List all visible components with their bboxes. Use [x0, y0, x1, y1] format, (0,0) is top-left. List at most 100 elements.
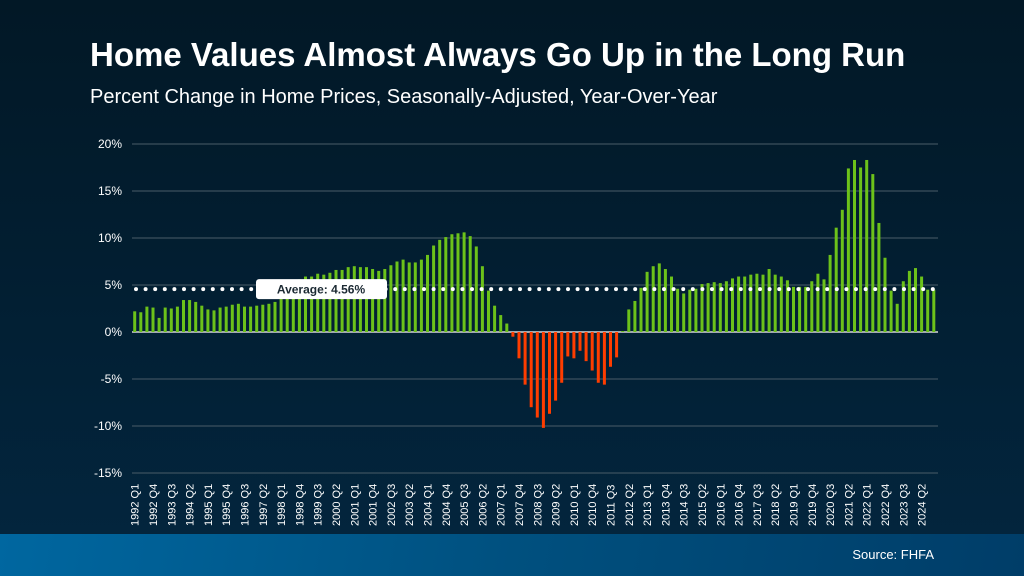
y-tick-label: 5%	[105, 278, 123, 292]
x-tick-label: 1993 Q3	[166, 484, 178, 526]
bar	[883, 257, 887, 332]
y-tick-label: -15%	[94, 466, 122, 480]
bar	[304, 276, 307, 332]
bar	[377, 270, 381, 332]
bar	[914, 268, 917, 332]
bar	[804, 286, 808, 332]
bar	[291, 292, 295, 332]
bar	[261, 304, 265, 332]
bar	[798, 286, 802, 332]
bar	[438, 239, 442, 332]
x-tick-label: 1996 Q3	[240, 484, 252, 526]
bar	[749, 274, 753, 332]
bar	[602, 332, 606, 385]
bar	[487, 290, 490, 332]
x-tick-label: 2022 Q1	[862, 484, 874, 526]
bar	[877, 222, 881, 332]
bar	[456, 233, 460, 332]
bar	[572, 332, 576, 359]
x-tick-label: 2013 Q4	[660, 484, 672, 526]
chart-title: Home Values Almost Always Go Up in the L…	[90, 36, 906, 73]
bar	[334, 269, 338, 332]
bar	[273, 301, 277, 332]
y-tick-label: 20%	[98, 137, 122, 151]
bar	[505, 323, 509, 332]
bar	[779, 276, 783, 332]
x-tick-label: 2022 Q4	[880, 484, 892, 526]
bar	[444, 237, 448, 332]
average-label: Average: 4.56%	[277, 283, 366, 297]
bar	[895, 303, 899, 332]
x-tick-label: 2010 Q4	[587, 484, 599, 526]
x-tick-label: 2019 Q4	[807, 484, 819, 526]
bar	[865, 159, 869, 332]
bar	[365, 267, 368, 332]
bar	[389, 265, 393, 332]
bar	[267, 303, 271, 332]
bar	[670, 276, 673, 332]
x-tick-label: 2021 Q2	[843, 484, 855, 526]
bar	[163, 307, 167, 332]
bar	[517, 332, 521, 359]
x-tick-label: 2000 Q2	[331, 484, 343, 526]
bar	[529, 332, 533, 408]
x-tick-label: 2010 Q1	[569, 484, 581, 526]
bar	[596, 332, 600, 383]
bar	[755, 273, 759, 332]
bar	[846, 168, 850, 332]
x-tick-label: 2006 Q2	[477, 484, 489, 526]
x-tick-label: 2001 Q1	[349, 484, 361, 526]
x-tick-label: 2007 Q4	[514, 484, 526, 526]
bar	[926, 289, 930, 332]
bar	[700, 284, 704, 332]
bar	[590, 332, 594, 371]
bar	[169, 308, 173, 332]
bar	[145, 306, 149, 332]
bar	[175, 306, 179, 332]
bar	[139, 312, 143, 332]
bar	[743, 276, 747, 332]
bar	[810, 281, 814, 332]
bar	[645, 271, 649, 332]
bar	[584, 332, 588, 362]
bar	[243, 306, 246, 332]
bar	[328, 272, 332, 332]
bar	[785, 280, 789, 332]
bar	[706, 283, 710, 332]
bar	[712, 282, 716, 332]
bar	[822, 279, 826, 332]
bar	[426, 254, 429, 332]
bar	[523, 332, 527, 385]
bar	[871, 174, 875, 332]
x-tick-label: 2016 Q4	[734, 484, 746, 526]
x-tick-label: 1997 Q2	[258, 484, 270, 526]
bar	[651, 266, 655, 332]
bar	[279, 299, 283, 332]
x-tick-label: 2014 Q3	[679, 484, 691, 526]
bar	[401, 259, 405, 332]
bar	[468, 236, 472, 332]
bar	[450, 234, 454, 332]
y-tick-label: -10%	[94, 419, 122, 433]
bar	[932, 289, 936, 332]
bar	[383, 269, 387, 332]
x-tick-label: 2024 Q2	[917, 484, 929, 526]
x-tick-label: 2011 Q3	[606, 485, 618, 526]
bar	[499, 315, 503, 332]
x-tick-label: 2001 Q4	[368, 484, 380, 526]
bar	[285, 295, 289, 332]
x-tick-label: 2002 Q3	[386, 484, 398, 526]
bar	[200, 305, 204, 332]
x-tick-label: 2023 Q3	[898, 484, 910, 526]
x-tick-label: 2008 Q3	[532, 484, 544, 526]
x-tick-label: 2016 Q1	[715, 484, 727, 526]
bar	[310, 276, 314, 332]
bar	[316, 273, 320, 332]
bar	[694, 288, 698, 332]
bar	[340, 269, 344, 332]
bar	[236, 303, 240, 332]
x-tick-label: 2018 Q2	[770, 484, 782, 526]
bar	[682, 293, 686, 332]
bar	[615, 332, 619, 358]
bar	[792, 286, 795, 332]
